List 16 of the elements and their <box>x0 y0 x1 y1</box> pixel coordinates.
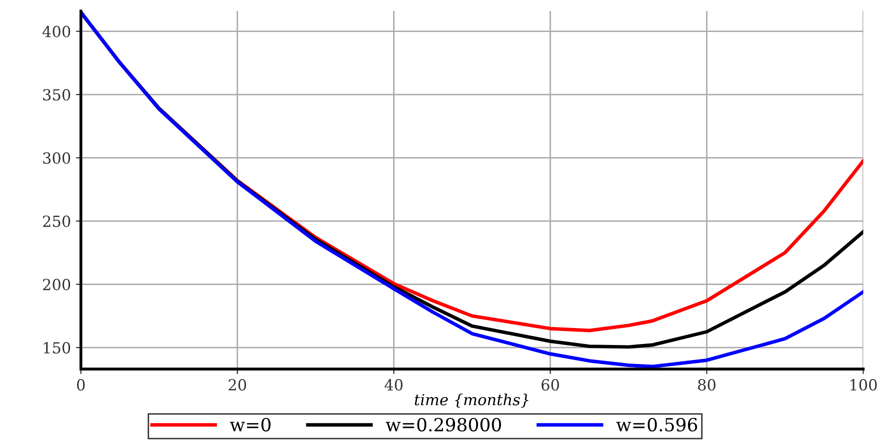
legend-label: w=0.298000 <box>386 418 502 432</box>
y-tick-label: 400 <box>42 26 70 38</box>
x-tick-label: 40 <box>384 379 403 391</box>
y-tick-label: 200 <box>43 278 70 290</box>
x-axis-title: time {months} <box>414 394 528 408</box>
y-tick-label: 250 <box>43 216 70 228</box>
legend-label: w=0.596 <box>616 418 698 432</box>
y-tick-label: 350 <box>43 89 70 101</box>
legend-label: w=0 <box>230 418 271 432</box>
x-tick-label: 100 <box>850 379 877 391</box>
y-tick-label: 300 <box>43 152 70 164</box>
x-tick-label: 80 <box>698 379 716 391</box>
y-tick-label: 150 <box>44 342 70 354</box>
x-tick-label: 0 <box>77 379 85 391</box>
x-tick-label: 20 <box>228 379 246 391</box>
x-tick-label: 60 <box>542 379 559 391</box>
